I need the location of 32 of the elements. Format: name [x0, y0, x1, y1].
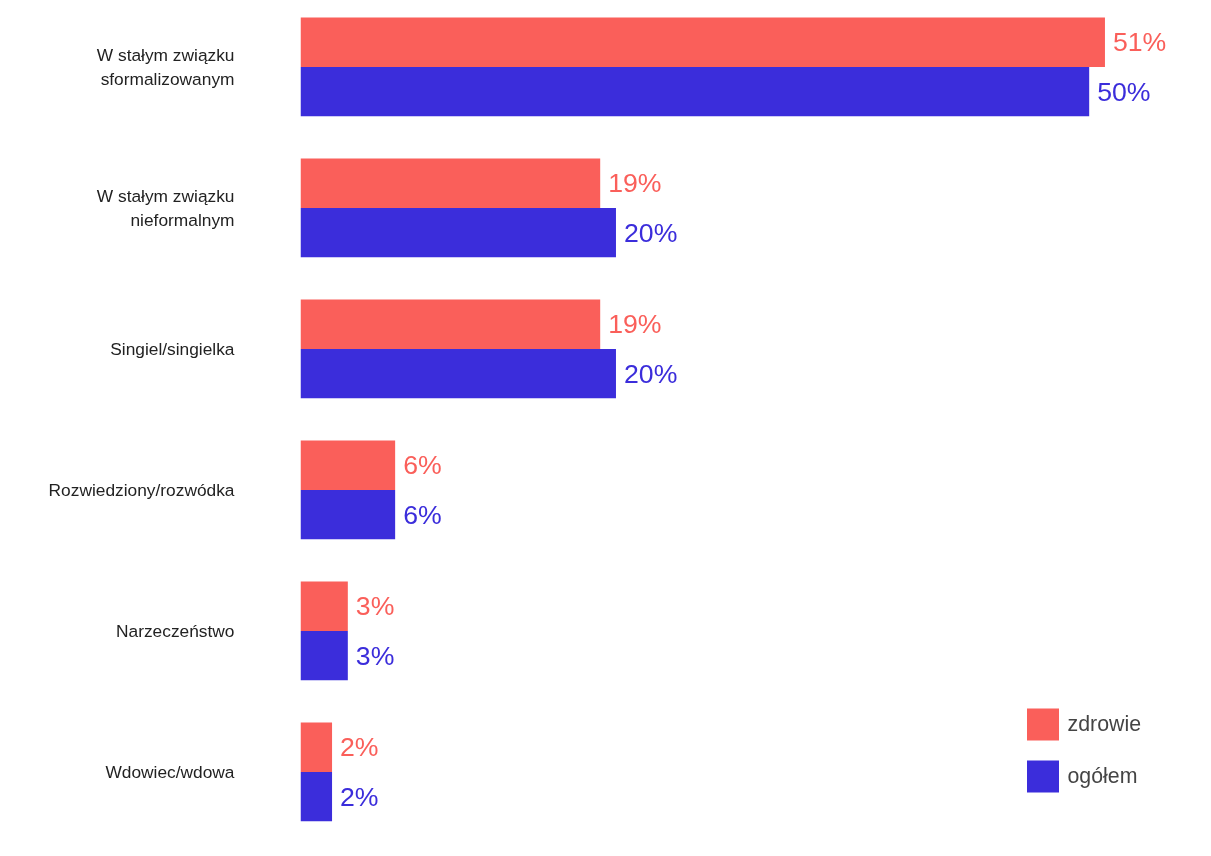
data-label: 3%	[355, 640, 395, 671]
data-label: 6%	[403, 450, 442, 481]
data-label: 50%	[1097, 76, 1151, 107]
data-label: 20%	[623, 358, 678, 389]
bar	[300, 630, 348, 681]
bar	[300, 66, 1090, 117]
bar	[300, 207, 616, 258]
bar	[300, 440, 396, 490]
data-label: 20%	[623, 217, 678, 248]
bar	[300, 158, 601, 208]
data-label: 51%	[1112, 27, 1167, 58]
data-label: 2%	[340, 781, 379, 812]
y-tick-label: W stałym związku sformalizowanym	[96, 44, 235, 89]
bar	[300, 348, 616, 399]
bar	[300, 17, 1105, 67]
y-tick-label: Wdowiec/wdowa	[105, 761, 235, 782]
y-tick-label: W stałym związku nieformalnym	[96, 185, 235, 230]
data-label: 2%	[340, 732, 379, 763]
bar	[300, 581, 348, 631]
bar	[300, 722, 333, 772]
legend-label: ogółem	[1067, 763, 1138, 789]
data-label: 19%	[608, 309, 662, 340]
bar	[300, 489, 396, 540]
y-tick-label: Rozwiedziony/rozwódka	[48, 479, 235, 500]
legend-label: zdrowie	[1067, 711, 1141, 737]
bar	[300, 771, 333, 822]
data-label: 19%	[608, 168, 662, 199]
bar	[300, 299, 601, 349]
y-tick-label: Narzeczeństwo	[116, 620, 235, 641]
data-label: 3%	[355, 591, 395, 622]
data-label: 6%	[403, 499, 442, 530]
y-tick-label: Singiel/singielka	[110, 338, 235, 359]
